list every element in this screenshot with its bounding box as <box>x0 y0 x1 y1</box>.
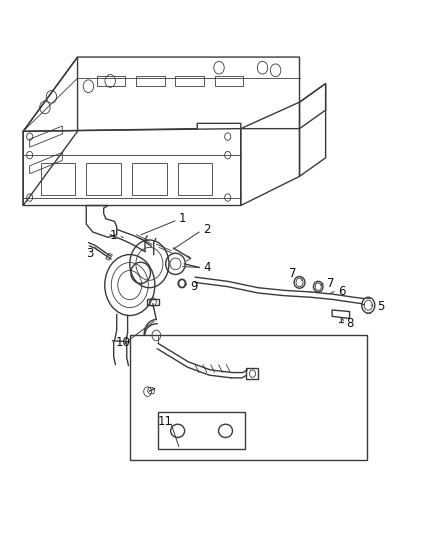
Text: 7: 7 <box>289 267 296 280</box>
Text: 1: 1 <box>179 212 187 225</box>
Bar <box>130 335 367 460</box>
Text: 2: 2 <box>203 223 210 236</box>
Text: 4: 4 <box>204 261 211 274</box>
Text: 9: 9 <box>191 280 198 293</box>
Text: 7: 7 <box>327 277 335 290</box>
Text: 8: 8 <box>346 317 354 330</box>
Text: 11: 11 <box>157 415 172 429</box>
Text: 5: 5 <box>377 300 385 313</box>
Bar <box>158 413 245 449</box>
Text: 6: 6 <box>338 285 345 298</box>
Text: 1: 1 <box>110 229 117 242</box>
Text: 10: 10 <box>116 336 130 349</box>
Text: 3: 3 <box>86 247 94 260</box>
